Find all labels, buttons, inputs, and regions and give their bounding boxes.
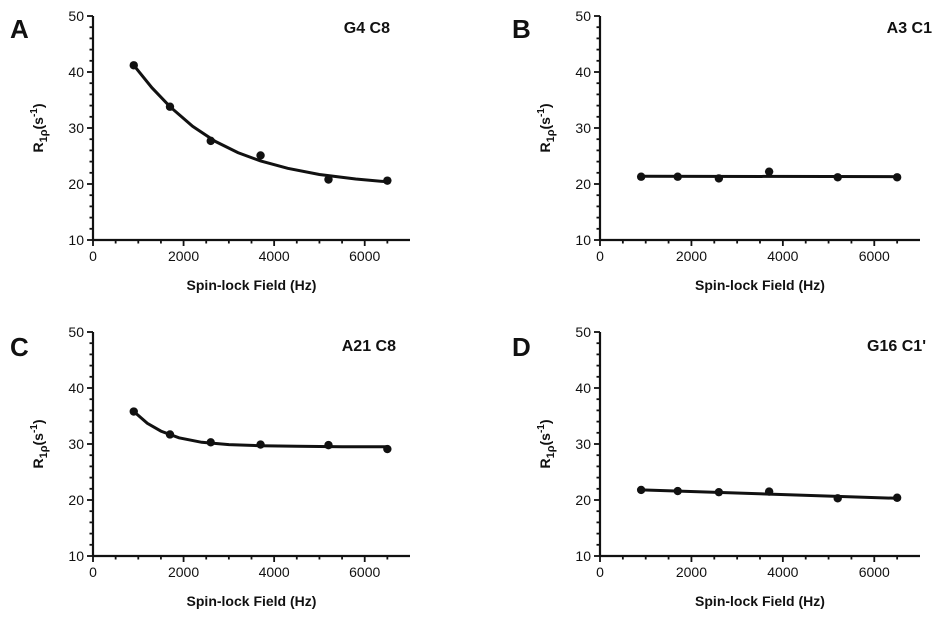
panel-d: D G16 C1' Spin-lock Field (Hz) R1ρ(s-1) … bbox=[512, 324, 926, 609]
x-tick-label-a: 0 bbox=[89, 248, 97, 264]
data-point-a bbox=[129, 61, 138, 70]
y-tick-label-b: 40 bbox=[575, 64, 591, 80]
x-tick-label-a: 2000 bbox=[168, 248, 199, 264]
x-tick-label-b: 0 bbox=[596, 248, 604, 264]
x-tick-label-c: 6000 bbox=[349, 564, 380, 580]
data-point-a bbox=[206, 136, 215, 146]
x-axis-title-a: Spin-lock Field (Hz) bbox=[187, 277, 317, 293]
annotation-b: A3 C1 bbox=[887, 20, 932, 37]
data-point-a bbox=[383, 176, 392, 185]
x-tick-label-c: 4000 bbox=[259, 564, 290, 580]
data-point-d bbox=[714, 487, 724, 497]
data-point-d bbox=[892, 493, 902, 502]
y-tick-label-c: 30 bbox=[68, 436, 84, 452]
x-tick-label-d: 6000 bbox=[859, 564, 890, 580]
x-tick-label-a: 4000 bbox=[259, 248, 290, 264]
data-point-c bbox=[165, 430, 175, 439]
panel-label-c: C bbox=[10, 332, 29, 362]
panel-c: C A21 C8 Spin-lock Field (Hz) R1ρ(s-1) 1… bbox=[10, 324, 410, 609]
x-tick-label-a: 6000 bbox=[349, 248, 380, 264]
y-tick-label-d: 50 bbox=[575, 324, 591, 340]
y-tick-label-b: 50 bbox=[575, 8, 591, 24]
data-point-d bbox=[764, 487, 774, 496]
data-point-b bbox=[636, 172, 646, 181]
x-tick-label-c: 0 bbox=[89, 564, 97, 580]
y-axis-title-b: R1ρ(s-1) bbox=[536, 103, 557, 152]
y-tick-label-d: 30 bbox=[575, 436, 591, 452]
annotation-a: G4 C8 bbox=[344, 20, 390, 37]
y-tick-label-c: 10 bbox=[68, 548, 84, 564]
x-tick-label-b: 4000 bbox=[767, 248, 798, 264]
data-point-b bbox=[673, 172, 682, 181]
y-tick-label-b: 10 bbox=[575, 232, 591, 248]
data-point-d bbox=[636, 485, 646, 495]
x-tick-label-b: 2000 bbox=[676, 248, 707, 264]
y-tick-label-d: 10 bbox=[575, 548, 591, 564]
data-point-c bbox=[206, 438, 215, 447]
y-tick-label-d: 40 bbox=[575, 380, 591, 396]
y-tick-label-b: 30 bbox=[575, 120, 591, 136]
y-tick-label-d: 20 bbox=[575, 492, 591, 508]
data-point-c bbox=[324, 440, 333, 450]
data-point-d bbox=[833, 494, 842, 503]
fit-curve-b bbox=[641, 174, 898, 179]
x-axis-title-b: Spin-lock Field (Hz) bbox=[695, 277, 825, 293]
data-point-b bbox=[833, 173, 842, 182]
x-tick-label-d: 0 bbox=[596, 564, 604, 580]
panel-label-b: B bbox=[512, 14, 531, 44]
y-tick-label-a: 30 bbox=[68, 120, 84, 136]
y-axis-title-c: R1ρ(s-1) bbox=[29, 419, 50, 468]
panel-a: A G4 C8 Spin-lock Field (Hz) R1ρ(s-1) 10… bbox=[10, 8, 410, 293]
panel-label-a: A bbox=[10, 14, 29, 44]
data-point-c bbox=[256, 440, 265, 449]
x-tick-label-d: 4000 bbox=[767, 564, 798, 580]
annotation-d: G16 C1' bbox=[867, 338, 926, 355]
y-tick-label-a: 40 bbox=[68, 64, 84, 80]
data-point-c bbox=[383, 444, 392, 454]
y-axis-title-d: R1ρ(s-1) bbox=[536, 419, 557, 468]
data-point-a bbox=[256, 151, 265, 160]
y-tick-label-a: 10 bbox=[68, 232, 84, 248]
x-axis-title-d: Spin-lock Field (Hz) bbox=[695, 593, 825, 609]
y-tick-label-b: 20 bbox=[575, 176, 591, 192]
x-tick-label-b: 6000 bbox=[859, 248, 890, 264]
y-tick-label-a: 50 bbox=[68, 8, 84, 24]
data-point-c bbox=[129, 407, 138, 416]
data-point-b bbox=[714, 174, 724, 183]
data-point-d bbox=[673, 486, 682, 496]
fit-curve-a bbox=[132, 64, 388, 184]
data-point-a bbox=[324, 175, 333, 184]
data-point-b bbox=[764, 167, 774, 176]
data-point-a bbox=[165, 102, 175, 111]
panel-label-d: D bbox=[512, 332, 531, 362]
y-tick-label-c: 40 bbox=[68, 380, 84, 396]
x-tick-label-c: 2000 bbox=[168, 564, 199, 580]
y-tick-label-c: 20 bbox=[68, 492, 84, 508]
fit-curve-c bbox=[132, 410, 388, 449]
y-tick-label-c: 50 bbox=[68, 324, 84, 340]
x-axis-title-c: Spin-lock Field (Hz) bbox=[187, 593, 317, 609]
data-point-b bbox=[892, 173, 902, 182]
panel-b: B A3 C1 Spin-lock Field (Hz) R1ρ(s-1) 10… bbox=[512, 8, 932, 293]
y-axis-title-a: R1ρ(s-1) bbox=[29, 103, 50, 152]
y-tick-label-a: 20 bbox=[68, 176, 84, 192]
annotation-c: A21 C8 bbox=[342, 338, 396, 355]
x-tick-label-d: 2000 bbox=[676, 564, 707, 580]
